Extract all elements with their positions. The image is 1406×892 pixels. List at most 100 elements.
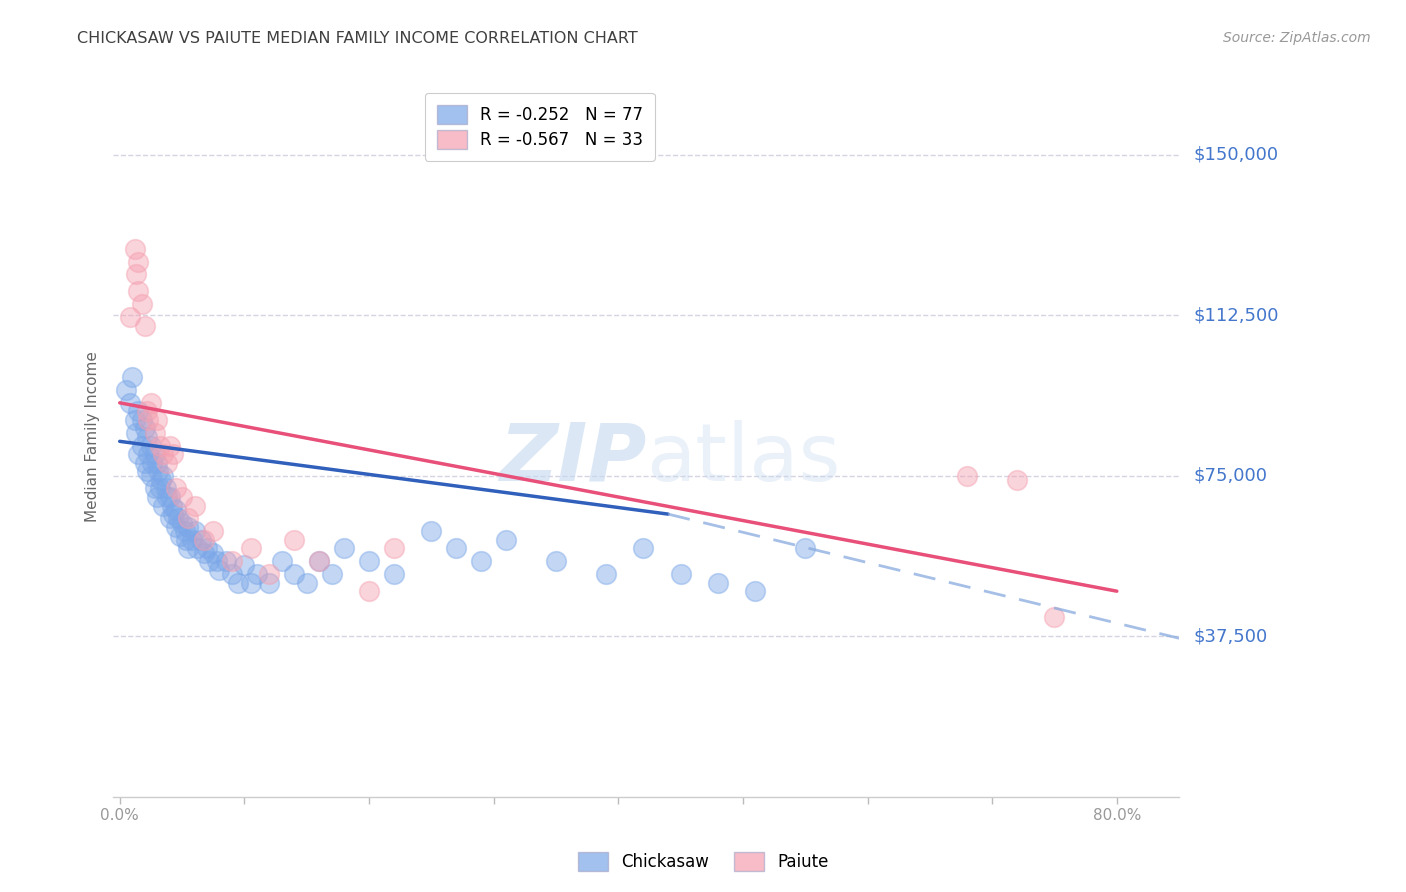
Point (308, 554, 330, 568)
Point (160, 499, 183, 513)
Point (669, 567, 692, 582)
Text: CHICKASAW VS PAIUTE MEDIAN FAMILY INCOME CORRELATION CHART: CHICKASAW VS PAIUTE MEDIAN FAMILY INCOME… (77, 31, 638, 46)
Point (202, 546, 225, 560)
Point (149, 482, 172, 496)
Point (138, 413, 160, 427)
Point (134, 421, 156, 435)
Point (270, 554, 292, 568)
Point (131, 413, 153, 427)
Point (152, 499, 174, 513)
Point (155, 482, 177, 496)
Point (169, 528, 191, 542)
Point (259, 567, 281, 582)
Point (177, 541, 200, 556)
Point (146, 413, 169, 427)
Point (420, 524, 443, 539)
Point (208, 563, 231, 577)
Point (124, 413, 146, 427)
Point (226, 575, 249, 590)
Text: $75,000: $75,000 (1194, 467, 1267, 484)
Point (239, 541, 262, 556)
Point (127, 404, 149, 418)
Point (193, 533, 215, 547)
Point (131, 439, 153, 453)
Point (159, 490, 181, 504)
Point (283, 533, 305, 547)
Point (181, 533, 204, 547)
Point (165, 482, 187, 496)
Legend: R = -0.252   N = 77, R = -0.567   N = 33: R = -0.252 N = 77, R = -0.567 N = 33 (425, 93, 655, 161)
Point (118, 396, 141, 410)
Point (259, 575, 281, 590)
Point (152, 447, 174, 461)
Text: ZIP: ZIP (499, 419, 647, 498)
Point (136, 404, 159, 418)
Point (139, 468, 162, 483)
Point (177, 511, 200, 525)
Point (127, 254, 149, 268)
Point (246, 567, 269, 582)
Point (125, 425, 148, 440)
Point (134, 456, 156, 470)
Point (239, 575, 262, 590)
Point (183, 524, 205, 539)
Point (170, 516, 193, 530)
Point (167, 511, 190, 525)
Point (162, 447, 184, 461)
Point (198, 554, 221, 568)
Text: atlas: atlas (647, 419, 841, 498)
Point (205, 554, 228, 568)
Point (794, 541, 817, 556)
Point (124, 242, 146, 256)
Point (170, 490, 193, 504)
Point (177, 520, 200, 534)
Point (357, 554, 380, 568)
Point (956, 468, 979, 483)
Point (186, 541, 208, 556)
Text: $37,500: $37,500 (1194, 627, 1267, 645)
Point (138, 447, 160, 461)
Point (233, 558, 256, 573)
Text: $150,000: $150,000 (1194, 145, 1278, 163)
Point (121, 370, 143, 384)
Point (141, 456, 163, 470)
Point (159, 439, 181, 453)
Point (631, 541, 654, 556)
Text: Source: ZipAtlas.com: Source: ZipAtlas.com (1223, 31, 1371, 45)
Point (152, 468, 174, 483)
Point (193, 546, 215, 560)
Point (143, 425, 166, 440)
Point (333, 541, 356, 556)
Point (136, 464, 159, 478)
Point (221, 567, 243, 582)
Point (134, 318, 156, 333)
Point (165, 520, 187, 534)
Y-axis label: Median Family Income: Median Family Income (86, 351, 100, 523)
Point (118, 310, 141, 325)
Point (146, 456, 169, 470)
Point (156, 456, 179, 470)
Point (744, 584, 766, 599)
Point (143, 447, 166, 461)
Point (183, 499, 205, 513)
Point (115, 383, 138, 397)
Point (125, 268, 148, 282)
Point (156, 490, 179, 504)
Text: $112,500: $112,500 (1194, 306, 1278, 324)
Point (595, 567, 617, 582)
Point (382, 567, 405, 582)
Legend: Chickasaw, Paiute: Chickasaw, Paiute (569, 843, 837, 880)
Point (139, 396, 162, 410)
Point (146, 490, 169, 504)
Point (149, 439, 172, 453)
Point (165, 503, 187, 517)
Point (195, 541, 218, 556)
Point (162, 507, 184, 521)
Point (136, 430, 159, 444)
Point (139, 439, 162, 453)
Point (143, 482, 166, 496)
Point (544, 554, 567, 568)
Point (1005, 473, 1028, 487)
Point (470, 554, 492, 568)
Point (444, 541, 467, 556)
